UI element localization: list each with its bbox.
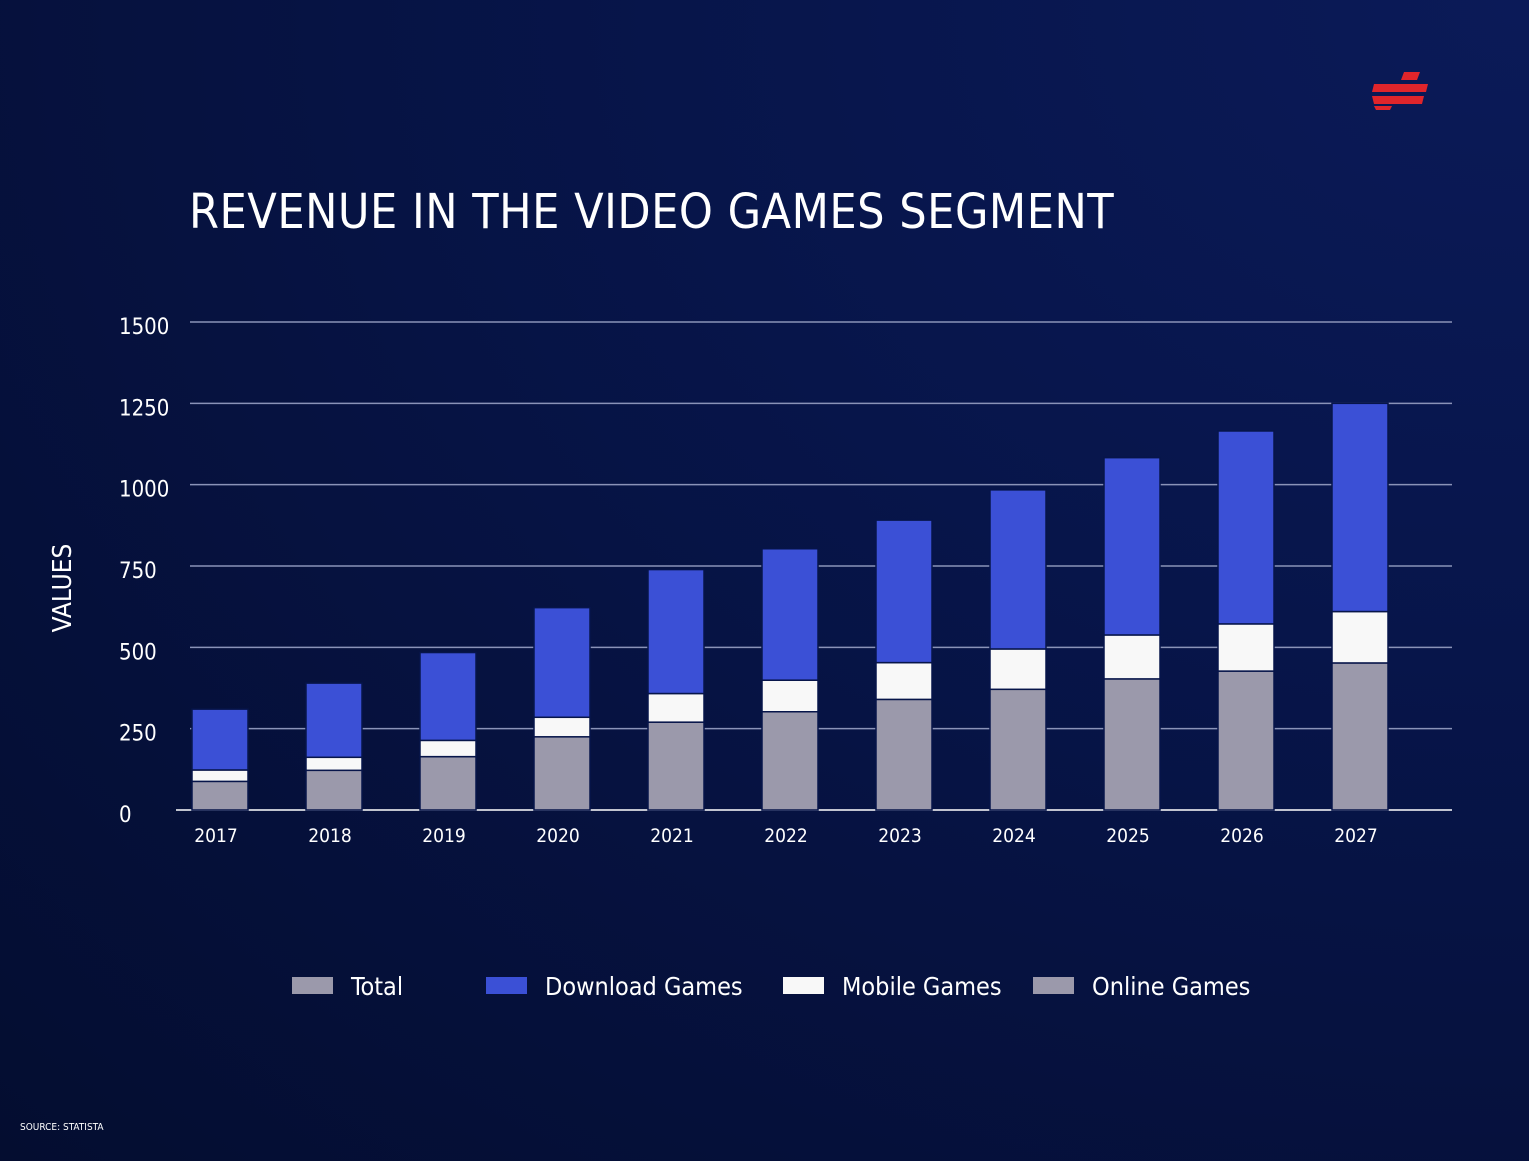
bar-online-games-2025 (1103, 678, 1161, 811)
bar-download-games-2017 (191, 708, 249, 771)
bar-online-games-2027 (1331, 662, 1389, 811)
legend-swatch (783, 977, 824, 994)
legend-label: Online Games (1092, 972, 1250, 1001)
y-tick-label: 500 (119, 640, 157, 665)
x-tick-label: 2020 (536, 825, 580, 847)
bar-stack-2022 (761, 548, 819, 811)
bar-stack-2018 (305, 682, 363, 811)
bars (191, 402, 1389, 811)
legend: Total Download Games Mobile Games Online Ga… (292, 972, 1250, 1001)
y-tick-label: 1000 (119, 478, 169, 503)
bar-download-games-2023 (875, 519, 933, 664)
bar-download-games-2026 (1217, 430, 1275, 625)
y-axis-ticks: 0 250 500 750 1000 1250 1500 (119, 315, 169, 828)
bar-online-games-2019 (419, 755, 477, 811)
bar-online-games-2024 (989, 688, 1047, 811)
bar-mobile-games-2021 (647, 692, 705, 723)
x-tick-label: 2027 (1334, 825, 1378, 847)
bar-mobile-games-2020 (533, 716, 591, 738)
x-tick-label: 2017 (194, 825, 238, 847)
bar-stack-2017 (191, 708, 249, 811)
bar-mobile-games-2018 (305, 756, 363, 772)
y-tick-label: 250 (119, 722, 157, 747)
legend-item-mobile-games: Mobile Games (783, 972, 1002, 1001)
bar-download-games-2027 (1331, 402, 1389, 613)
bar-mobile-games-2026 (1217, 623, 1275, 672)
bar-mobile-games-2023 (875, 661, 933, 701)
bar-stack-2019 (419, 651, 477, 811)
bar-online-games-2022 (761, 710, 819, 811)
bar-mobile-games-2019 (419, 739, 477, 758)
bar-mobile-games-2027 (1331, 610, 1389, 664)
bar-stack-2020 (533, 606, 591, 811)
y-tick-label: 750 (119, 559, 157, 584)
bar-download-games-2021 (647, 568, 705, 695)
legend-item-online-games: Online Games (1033, 972, 1250, 1001)
bar-mobile-games-2024 (989, 648, 1047, 691)
source-note: SOURCE: STATISTA (20, 1122, 104, 1133)
bar-stack-2023 (875, 519, 933, 811)
bar-download-games-2022 (761, 548, 819, 681)
bar-download-games-2020 (533, 606, 591, 719)
bar-download-games-2025 (1103, 456, 1161, 636)
bar-mobile-games-2025 (1103, 634, 1161, 680)
x-tick-label: 2021 (650, 825, 694, 847)
legend-item-download-games: Download Games (486, 972, 743, 1001)
bar-stack-2027 (1331, 402, 1389, 811)
bar-stack-2021 (647, 568, 705, 811)
brand-logo-icon (1372, 72, 1428, 110)
bar-stack-2025 (1103, 456, 1161, 811)
bar-online-games-2020 (533, 736, 591, 811)
bar-online-games-2018 (305, 769, 363, 811)
bar-online-games-2023 (875, 698, 933, 811)
bar-online-games-2026 (1217, 670, 1275, 811)
chart-title: REVENUE IN THE VIDEO GAMES SEGMENT (189, 184, 1114, 240)
legend-swatch (292, 977, 333, 994)
legend-label: Download Games (545, 972, 743, 1001)
bar-download-games-2024 (989, 489, 1047, 650)
bar-download-games-2019 (419, 651, 477, 742)
bar-stack-2024 (989, 489, 1047, 811)
x-tick-label: 2024 (992, 825, 1036, 847)
x-tick-label: 2022 (764, 825, 808, 847)
x-tick-label: 2026 (1220, 825, 1264, 847)
bar-download-games-2018 (305, 682, 363, 759)
x-tick-label: 2018 (308, 825, 352, 847)
bar-online-games-2017 (191, 780, 249, 811)
x-tick-label: 2019 (422, 825, 466, 847)
bar-online-games-2021 (647, 721, 705, 811)
bar-mobile-games-2017 (191, 769, 249, 783)
x-tick-label: 2023 (878, 825, 922, 847)
y-tick-label: 1250 (119, 396, 169, 421)
bar-stack-2026 (1217, 430, 1275, 811)
legend-swatch (486, 977, 527, 994)
legend-swatch (1033, 977, 1074, 994)
x-tick-label: 2025 (1106, 825, 1150, 847)
y-tick-label: 0 (119, 803, 132, 828)
bar-mobile-games-2022 (761, 679, 819, 713)
x-axis-ticks: 2017 2018 2019 2020 2021 2022 2023 2024 2025 2026… (194, 825, 1378, 847)
legend-label: Total (350, 972, 403, 1001)
y-tick-label: 1500 (119, 315, 169, 340)
y-axis-label: VALUES (48, 544, 78, 633)
legend-label: Mobile Games (842, 972, 1002, 1001)
legend-item-total: Total (292, 972, 403, 1001)
